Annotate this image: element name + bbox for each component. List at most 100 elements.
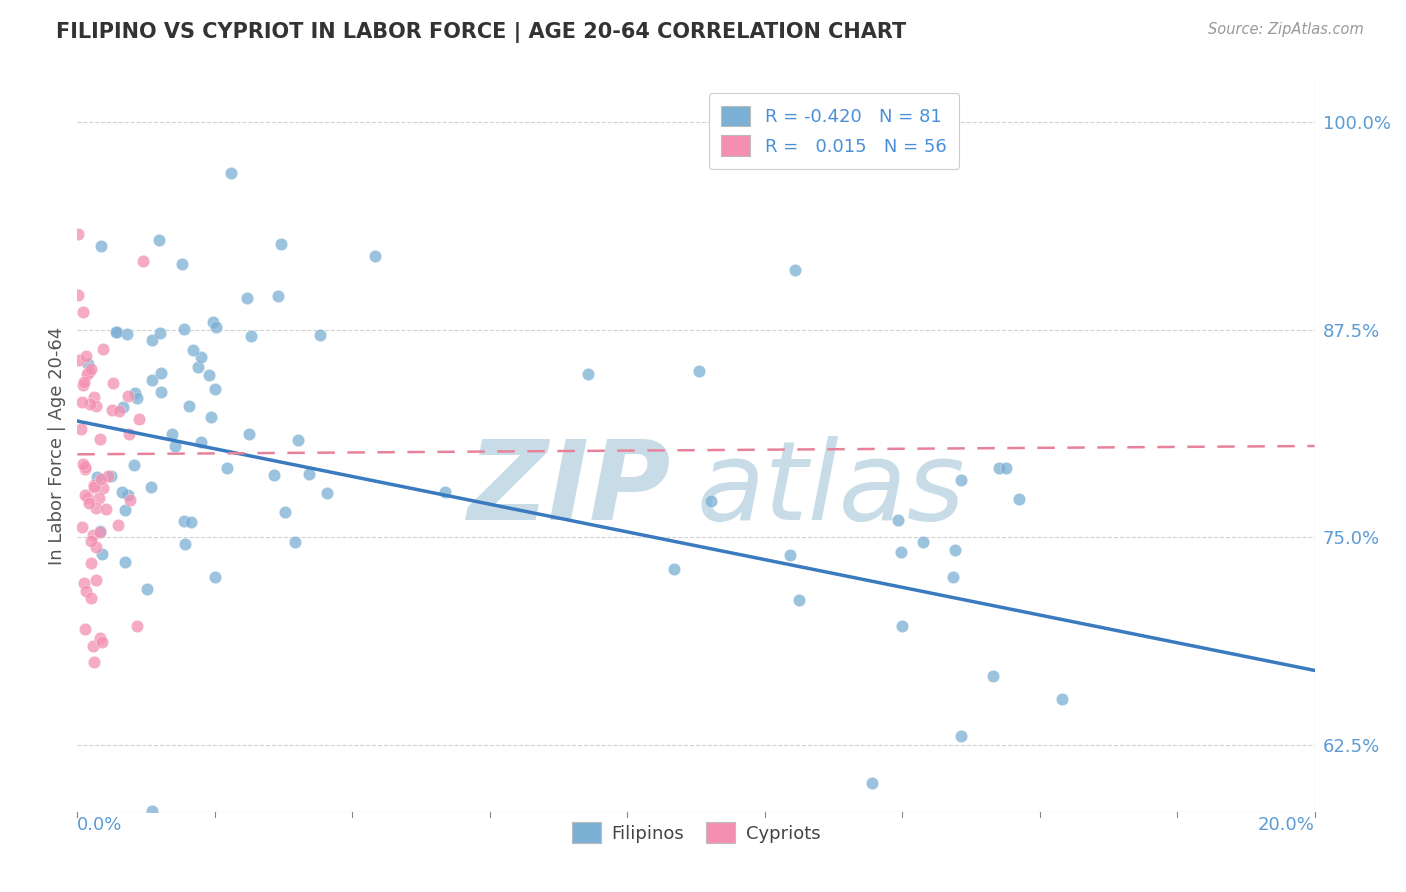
Point xyxy=(67,227,90,241)
Point xyxy=(79,397,101,411)
Point xyxy=(83,478,105,492)
Point xyxy=(779,548,801,562)
Point xyxy=(82,639,104,653)
Point xyxy=(73,376,96,390)
Point xyxy=(141,804,163,818)
Point xyxy=(75,584,97,599)
Point xyxy=(860,776,883,790)
Point xyxy=(84,541,107,555)
Point xyxy=(84,573,107,587)
Point xyxy=(160,427,183,442)
Point xyxy=(987,461,1010,475)
Point xyxy=(77,496,100,510)
Point xyxy=(86,500,108,515)
Point xyxy=(273,505,295,519)
Point xyxy=(890,619,912,633)
Point xyxy=(90,472,112,486)
Point xyxy=(141,374,163,388)
Point xyxy=(72,457,94,471)
Point xyxy=(89,524,111,538)
Point xyxy=(202,315,225,329)
Point xyxy=(75,461,97,475)
Point xyxy=(267,289,290,303)
Point xyxy=(149,326,172,340)
Point xyxy=(135,582,157,596)
Point xyxy=(86,470,108,484)
Text: ZIP: ZIP xyxy=(468,436,671,543)
Point xyxy=(994,461,1017,475)
Point xyxy=(114,503,136,517)
Point xyxy=(91,547,114,561)
Point xyxy=(433,485,456,500)
Point xyxy=(173,322,195,336)
Point xyxy=(114,556,136,570)
Point xyxy=(83,391,105,405)
Text: Source: ZipAtlas.com: Source: ZipAtlas.com xyxy=(1208,22,1364,37)
Point xyxy=(107,518,129,533)
Point xyxy=(66,287,89,301)
Point xyxy=(190,350,212,364)
Point xyxy=(80,591,103,605)
Point xyxy=(70,519,93,533)
Point xyxy=(127,619,149,633)
Point xyxy=(84,399,107,413)
Point xyxy=(82,527,104,541)
Point xyxy=(219,166,242,180)
Point xyxy=(200,409,222,424)
Text: FILIPINO VS CYPRIOT IN LABOR FORCE | AGE 20-64 CORRELATION CHART: FILIPINO VS CYPRIOT IN LABOR FORCE | AGE… xyxy=(56,22,907,44)
Point xyxy=(198,368,221,382)
Point xyxy=(100,468,122,483)
Text: 20.0%: 20.0% xyxy=(1258,816,1315,834)
Point xyxy=(101,402,124,417)
Point xyxy=(70,394,93,409)
Point xyxy=(204,570,226,584)
Text: 0.0%: 0.0% xyxy=(77,816,122,834)
Point xyxy=(173,514,195,528)
Point xyxy=(80,556,103,570)
Point xyxy=(576,368,599,382)
Point xyxy=(90,239,112,253)
Point xyxy=(105,325,128,339)
Point xyxy=(89,631,111,645)
Point xyxy=(235,291,257,305)
Point xyxy=(118,427,141,442)
Point xyxy=(187,359,209,374)
Point xyxy=(117,488,139,502)
Point xyxy=(124,385,146,400)
Point xyxy=(942,570,965,584)
Legend: Filipinos, Cypriots: Filipinos, Cypriots xyxy=(564,815,828,850)
Point xyxy=(298,467,321,481)
Point xyxy=(111,400,134,414)
Point xyxy=(77,365,100,379)
Point xyxy=(950,473,973,487)
Point xyxy=(91,635,114,649)
Point xyxy=(117,388,139,402)
Point xyxy=(943,543,966,558)
Point xyxy=(70,422,93,436)
Point xyxy=(73,459,96,474)
Point xyxy=(181,343,204,357)
Point xyxy=(1008,492,1031,507)
Point xyxy=(662,562,685,576)
Point xyxy=(149,366,172,380)
Point xyxy=(108,403,131,417)
Point xyxy=(238,426,260,441)
Point xyxy=(950,729,973,743)
Point xyxy=(149,385,172,400)
Point xyxy=(981,669,1004,683)
Point xyxy=(80,534,103,549)
Point xyxy=(75,488,97,502)
Point xyxy=(128,411,150,425)
Point xyxy=(1050,691,1073,706)
Point xyxy=(76,367,98,381)
Point xyxy=(139,480,162,494)
Point xyxy=(364,249,387,263)
Point xyxy=(91,481,114,495)
Point xyxy=(284,534,307,549)
Point xyxy=(80,361,103,376)
Point xyxy=(72,575,94,590)
Point xyxy=(124,458,146,473)
Point xyxy=(115,326,138,341)
Point xyxy=(105,325,128,339)
Point xyxy=(67,352,90,367)
